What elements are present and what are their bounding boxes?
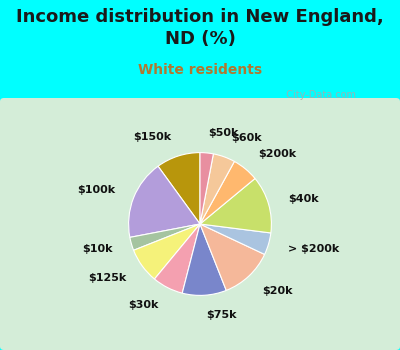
Text: $100k: $100k [77, 186, 115, 195]
Wedge shape [200, 224, 271, 254]
Text: $150k: $150k [134, 132, 172, 142]
Wedge shape [158, 153, 200, 224]
Text: $30k: $30k [128, 300, 158, 310]
Text: $200k: $200k [258, 149, 296, 159]
Wedge shape [200, 178, 271, 233]
Text: Income distribution in New England,
ND (%): Income distribution in New England, ND (… [16, 8, 384, 48]
Wedge shape [200, 153, 213, 224]
Wedge shape [154, 224, 200, 293]
Text: $10k: $10k [82, 245, 112, 254]
Wedge shape [130, 224, 200, 250]
Wedge shape [129, 166, 200, 237]
Text: $20k: $20k [262, 286, 293, 296]
Text: $60k: $60k [231, 133, 262, 143]
Text: > $200k: > $200k [288, 245, 339, 254]
Text: $40k: $40k [288, 194, 318, 203]
Wedge shape [200, 154, 234, 224]
Text: $75k: $75k [206, 310, 236, 320]
Text: City-Data.com: City-Data.com [280, 90, 356, 99]
Text: $50k: $50k [209, 128, 239, 138]
Text: $125k: $125k [88, 273, 126, 283]
Text: White residents: White residents [138, 63, 262, 77]
Wedge shape [200, 161, 255, 224]
Wedge shape [200, 224, 265, 290]
Wedge shape [134, 224, 200, 279]
Wedge shape [182, 224, 226, 295]
